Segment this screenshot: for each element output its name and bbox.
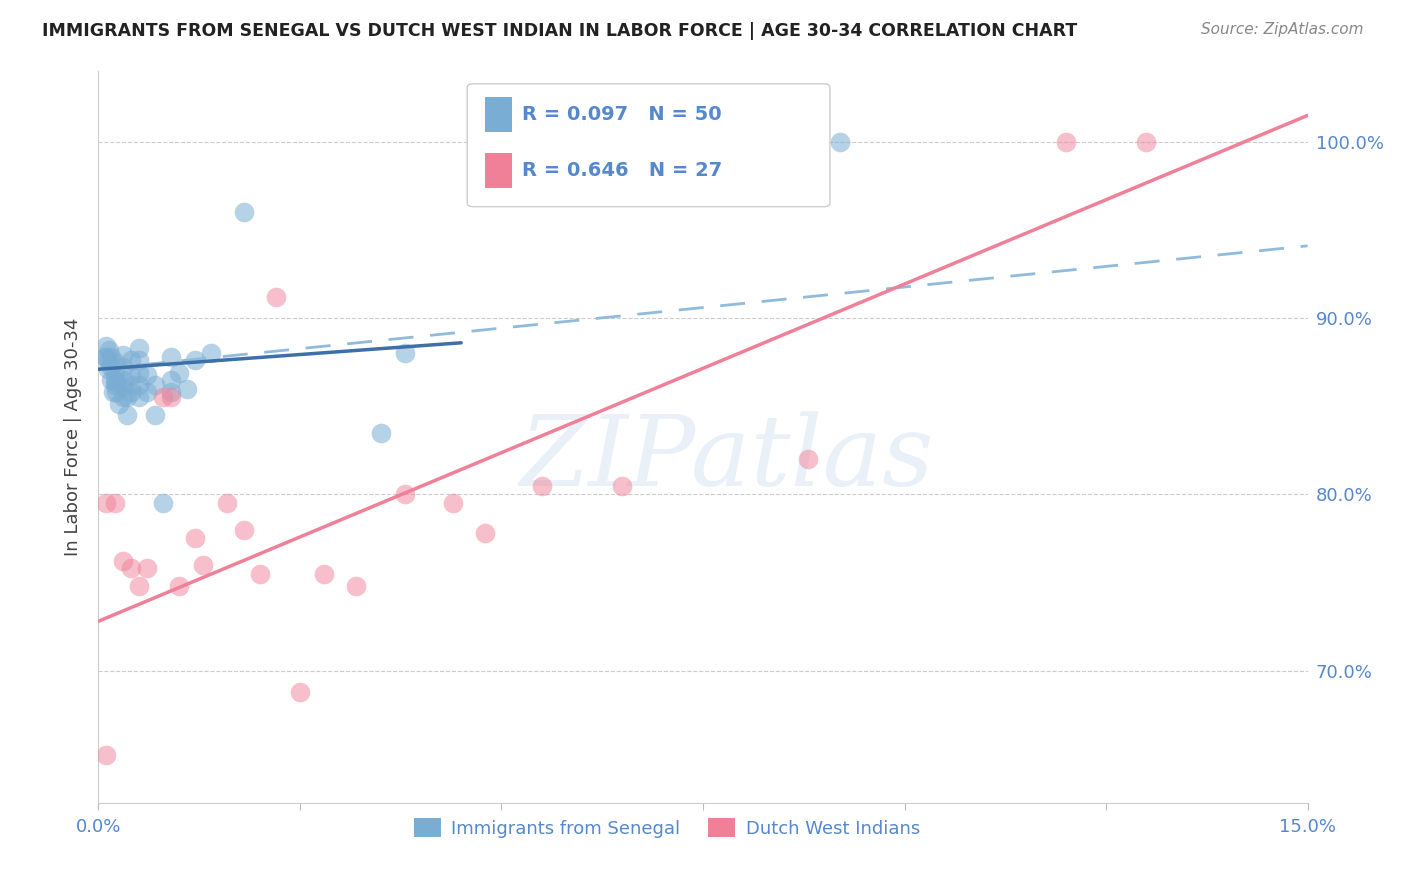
- Point: [115, 408, 138, 422]
- Point: [797, 452, 820, 467]
- Point: [96, 350, 118, 364]
- Point: [115, 391, 138, 405]
- Point: [107, 397, 129, 411]
- Point: [111, 360, 134, 375]
- Text: Source: ZipAtlas.com: Source: ZipAtlas.com: [1201, 22, 1364, 37]
- Point: [232, 205, 254, 219]
- Point: [200, 346, 222, 360]
- Point: [797, 135, 820, 149]
- Point: [111, 348, 134, 362]
- Point: [101, 385, 124, 400]
- Point: [143, 378, 166, 392]
- Point: [120, 368, 142, 382]
- Point: [441, 496, 464, 510]
- Point: [97, 353, 120, 368]
- Point: [160, 391, 183, 405]
- Point: [217, 496, 239, 510]
- Point: [474, 526, 496, 541]
- Point: [344, 579, 367, 593]
- Point: [184, 353, 207, 368]
- Point: [97, 362, 120, 376]
- Point: [1054, 135, 1077, 149]
- Point: [135, 385, 157, 400]
- Text: IMMIGRANTS FROM SENEGAL VS DUTCH WEST INDIAN IN LABOR FORCE | AGE 30-34 CORRELAT: IMMIGRANTS FROM SENEGAL VS DUTCH WEST IN…: [42, 22, 1077, 40]
- Point: [152, 391, 174, 405]
- Point: [152, 496, 174, 510]
- Point: [128, 378, 150, 392]
- Point: [394, 487, 416, 501]
- Point: [103, 496, 125, 510]
- Legend: Immigrants from Senegal, Dutch West Indians: Immigrants from Senegal, Dutch West Indi…: [406, 811, 927, 845]
- Point: [314, 566, 336, 581]
- Point: [160, 373, 183, 387]
- Point: [96, 339, 118, 353]
- Text: R = 0.646   N = 27: R = 0.646 N = 27: [522, 161, 721, 180]
- Point: [128, 341, 150, 355]
- Point: [105, 385, 128, 400]
- Point: [193, 558, 215, 572]
- Point: [120, 378, 142, 392]
- Point: [97, 343, 120, 357]
- Point: [128, 366, 150, 380]
- Point: [111, 391, 134, 405]
- Point: [103, 373, 125, 387]
- Point: [100, 350, 122, 364]
- Point: [394, 346, 416, 360]
- Point: [167, 579, 190, 593]
- Point: [100, 360, 122, 375]
- Point: [111, 380, 134, 394]
- Point: [103, 366, 125, 380]
- Point: [288, 685, 311, 699]
- FancyBboxPatch shape: [467, 84, 830, 207]
- Point: [370, 425, 392, 440]
- Bar: [485, 153, 512, 188]
- Point: [612, 478, 634, 492]
- Bar: [485, 97, 512, 132]
- Point: [160, 350, 183, 364]
- Point: [111, 373, 134, 387]
- Text: ZIPatlas: ZIPatlas: [520, 411, 935, 507]
- Point: [264, 290, 287, 304]
- Point: [176, 382, 198, 396]
- Point: [103, 355, 125, 369]
- Point: [120, 385, 142, 400]
- Point: [128, 391, 150, 405]
- Point: [828, 135, 851, 149]
- Point: [96, 496, 118, 510]
- Point: [184, 532, 207, 546]
- Point: [105, 375, 128, 389]
- Point: [249, 566, 271, 581]
- Point: [143, 408, 166, 422]
- Point: [1135, 135, 1157, 149]
- Y-axis label: In Labor Force | Age 30-34: In Labor Force | Age 30-34: [65, 318, 83, 557]
- Point: [111, 554, 134, 568]
- Point: [160, 385, 183, 400]
- Point: [167, 366, 190, 380]
- Point: [103, 378, 125, 392]
- Point: [128, 353, 150, 368]
- Point: [96, 748, 118, 763]
- Point: [135, 368, 157, 382]
- Point: [120, 561, 142, 575]
- Point: [120, 353, 142, 368]
- Point: [94, 350, 117, 364]
- Point: [100, 373, 122, 387]
- Point: [530, 478, 553, 492]
- Text: R = 0.097   N = 50: R = 0.097 N = 50: [522, 105, 721, 124]
- Point: [128, 579, 150, 593]
- Point: [135, 561, 157, 575]
- Point: [232, 523, 254, 537]
